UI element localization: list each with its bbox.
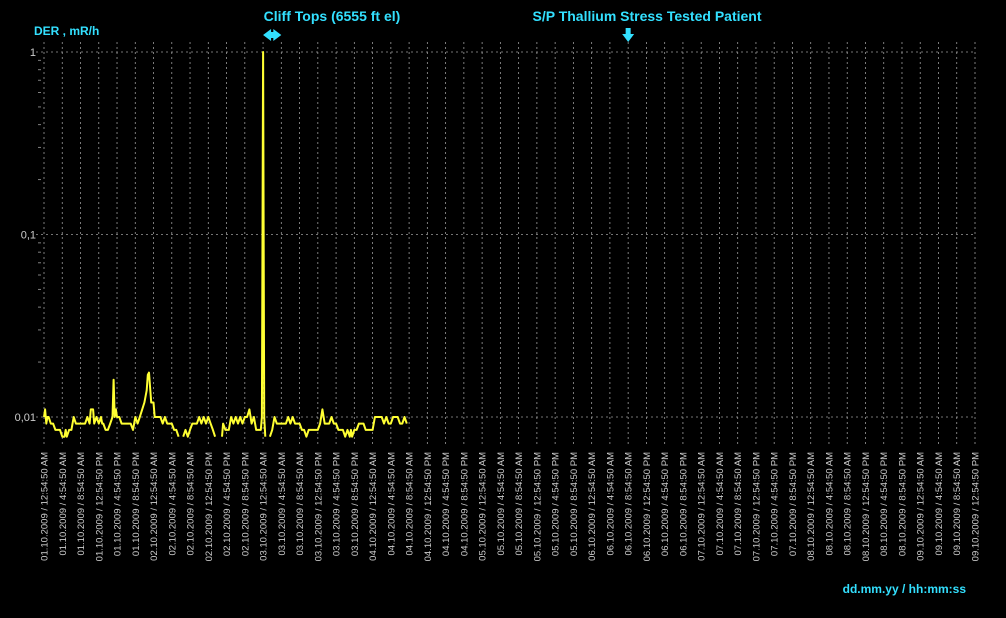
x-tick-label: 02.10.2009 / 4:54:50 PM	[222, 452, 233, 556]
x-tick-label: 05.10.2009 / 8:54:50 PM	[569, 452, 580, 556]
x-tick-label: 02.10.2009 / 12:54:50 PM	[204, 452, 215, 561]
x-axis-title: dd.mm.yy / hh:mm:ss	[843, 582, 967, 596]
x-tick-label: 01.10.2009 / 4:54:50 PM	[113, 452, 124, 556]
x-tick-label: 09.10.2009 / 12:54:50 AM	[916, 452, 927, 561]
y-tick-label: 0,1	[21, 230, 36, 242]
y-tick-label: 0,01	[15, 412, 36, 424]
down-arrow-shape	[622, 28, 635, 42]
x-tick-label: 05.10.2009 / 8:54:50 AM	[514, 452, 525, 556]
series-line-3	[268, 408, 408, 438]
y-axis-title: DER , mR/h	[34, 24, 99, 38]
x-tick-label: 02.10.2009 / 12:54:50 AM	[149, 452, 160, 561]
x-tick-layer: 01.10.2009 / 12:54:50 AM 01.10.2009 / 4:5…	[40, 452, 982, 561]
x-tick-label: 05.10.2009 / 12:54:50 AM	[478, 452, 489, 561]
x-tick-label: 03.10.2009 / 8:54:50 PM	[350, 452, 361, 556]
x-tick-label: 01.10.2009 / 4:54:50 AM	[58, 452, 69, 556]
x-tick-label: 06.10.2009 / 8:54:50 PM	[678, 452, 689, 556]
down-arrow-icon	[622, 28, 635, 42]
series-layer	[43, 51, 408, 438]
series-line-2	[221, 51, 267, 437]
x-tick-label: 06.10.2009 / 4:54:50 AM	[605, 452, 616, 556]
x-tick-label: 06.10.2009 / 8:54:50 AM	[624, 452, 635, 556]
x-tick-label: 08.10.2009 / 8:54:50 AM	[843, 452, 854, 556]
series-line-1	[182, 416, 217, 438]
x-tick-label: 06.10.2009 / 12:54:50 AM	[587, 452, 598, 561]
x-tick-label: 08.10.2009 / 12:54:50 PM	[861, 452, 872, 561]
x-tick-label: 06.10.2009 / 4:54:50 PM	[660, 452, 671, 556]
x-tick-label: 08.10.2009 / 12:54:50 AM	[806, 452, 817, 561]
x-tick-label: 03.10.2009 / 12:54:50 AM	[259, 452, 270, 561]
x-tick-label: 02.10.2009 / 8:54:50 AM	[186, 452, 197, 556]
x-tick-label: 09.10.2009 / 12:54:50 PM	[971, 452, 982, 561]
x-tick-label: 01.10.2009 / 8:54:50 AM	[76, 452, 87, 556]
x-tick-label: 04.10.2009 / 8:54:50 AM	[405, 452, 416, 556]
x-tick-label: 01.10.2009 / 12:54:50 AM	[40, 452, 51, 561]
x-tick-label: 09.10.2009 / 4:54:50 AM	[934, 452, 945, 556]
annotation-thallium-patient-label: S/P Thallium Stress Tested Patient	[533, 8, 762, 24]
annotation-cliff-tops-label: Cliff Tops (6555 ft el)	[264, 8, 401, 24]
x-tick-label: 02.10.2009 / 8:54:50 PM	[240, 452, 251, 556]
x-tick-label: 03.10.2009 / 12:54:50 PM	[313, 452, 324, 561]
series-line-0	[43, 371, 180, 438]
y-tick-layer: 0,01 0,1 1	[15, 47, 41, 424]
x-tick-label: 08.10.2009 / 4:54:50 AM	[824, 452, 835, 556]
double-arrow-icon	[263, 29, 282, 41]
y-tick-label: 1	[30, 47, 36, 59]
x-tick-label: 05.10.2009 / 12:54:50 PM	[532, 452, 543, 561]
x-tick-label: 01.10.2009 / 12:54:50 PM	[94, 452, 105, 561]
x-tick-label: 07.10.2009 / 12:54:50 AM	[697, 452, 708, 561]
x-tick-label: 07.10.2009 / 4:54:50 PM	[770, 452, 781, 556]
x-tick-label: 08.10.2009 / 8:54:50 PM	[897, 452, 908, 556]
x-tick-label: 03.10.2009 / 4:54:50 AM	[277, 452, 288, 556]
x-tick-label: 02.10.2009 / 4:54:50 AM	[167, 452, 178, 556]
x-tick-label: 04.10.2009 / 12:54:50 PM	[423, 452, 434, 561]
x-tick-label: 04.10.2009 / 12:54:50 AM	[368, 452, 379, 561]
annotation-layer: Cliff Tops (6555 ft el) S/P Thallium Str…	[263, 8, 762, 42]
x-tick-label: 07.10.2009 / 4:54:50 AM	[715, 452, 726, 556]
x-tick-label: 06.10.2009 / 12:54:50 PM	[642, 452, 653, 561]
x-tick-label: 08.10.2009 / 4:54:50 PM	[879, 452, 890, 556]
x-tick-label: 05.10.2009 / 4:54:50 PM	[551, 452, 562, 556]
x-tick-label: 07.10.2009 / 12:54:50 PM	[751, 452, 762, 561]
x-tick-label: 01.10.2009 / 8:54:50 PM	[131, 452, 142, 556]
x-tick-label: 04.10.2009 / 4:54:50 PM	[441, 452, 452, 556]
x-tick-label: 03.10.2009 / 8:54:50 AM	[295, 452, 306, 556]
x-tick-label: 04.10.2009 / 8:54:50 PM	[459, 452, 470, 556]
x-tick-label: 05.10.2009 / 4:54:50 AM	[496, 452, 507, 556]
x-tick-label: 04.10.2009 / 4:54:50 AM	[386, 452, 397, 556]
double-arrow-shape	[263, 29, 282, 41]
x-tick-label: 07.10.2009 / 8:54:50 PM	[788, 452, 799, 556]
x-tick-label: 03.10.2009 / 4:54:50 PM	[332, 452, 343, 556]
x-tick-label: 09.10.2009 / 8:54:50 AM	[952, 452, 963, 556]
x-tick-label: 07.10.2009 / 8:54:50 AM	[733, 452, 744, 556]
